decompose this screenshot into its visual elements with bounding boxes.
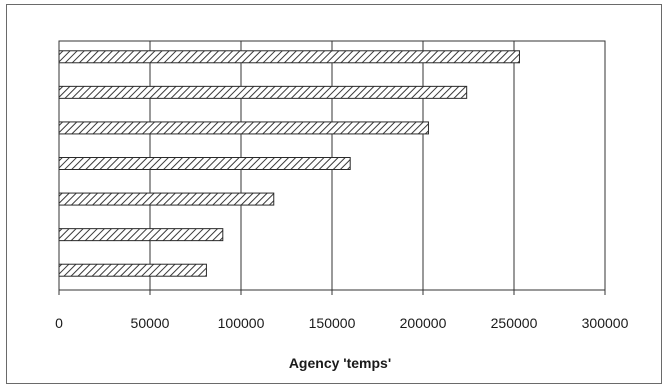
bar [58,228,224,242]
x-tick-label: 100000 [218,315,265,331]
bar [58,50,520,64]
bar [58,157,351,170]
x-tick-label: 250000 [491,315,538,331]
bar [58,192,275,206]
bars [58,50,520,277]
bar [58,121,429,135]
x-tick-label: 300000 [582,315,629,331]
x-axis: 0 50000 100000 150000 200000 250000 300000 [55,290,629,331]
x-axis-title: Agency 'temps' [289,355,391,371]
bar [58,263,207,277]
x-tick-label: 200000 [400,315,447,331]
x-tick-label: 0 [55,315,63,331]
x-tick-label: 50000 [131,315,170,331]
x-tick-label: 150000 [309,315,356,331]
bar [58,85,468,99]
